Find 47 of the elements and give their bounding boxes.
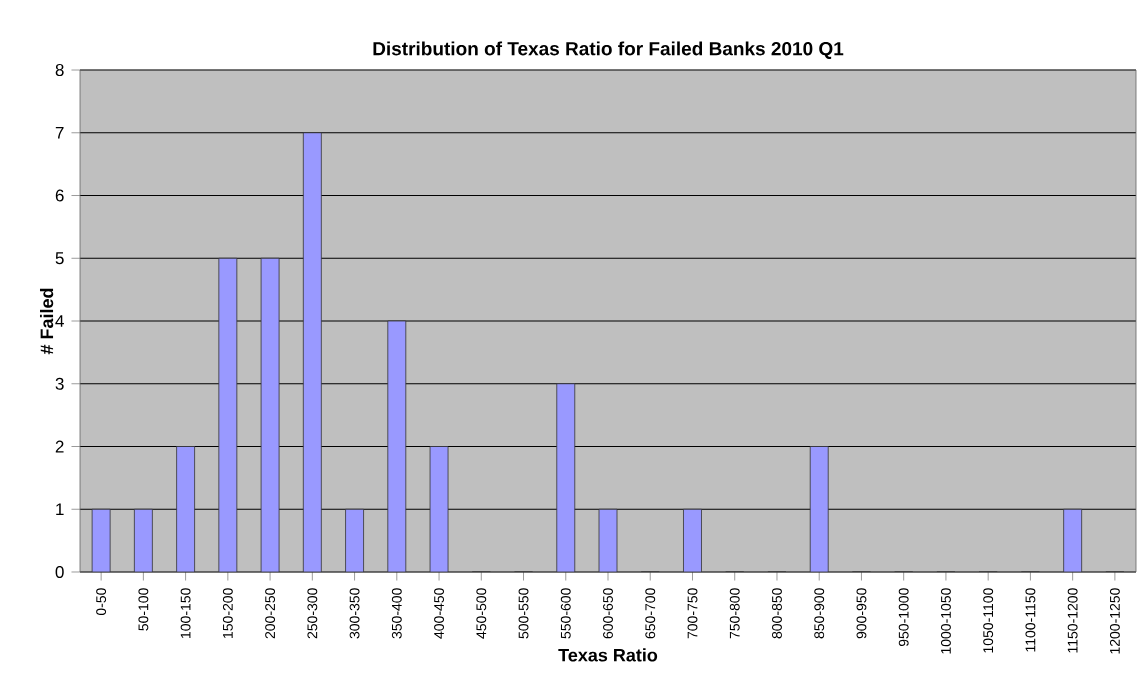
y-tick-label: 1	[56, 503, 64, 516]
x-tick-label: 1150-1200	[1067, 588, 1078, 653]
x-tick-label: 900-950	[856, 588, 867, 639]
x-tick-label: 0-50	[96, 588, 107, 616]
bar	[176, 446, 196, 572]
y-tick-label: 8	[55, 64, 64, 77]
x-tick-label: 50-100	[138, 588, 149, 631]
x-tick-label: 850-900	[814, 588, 825, 639]
y-tick-label: 4	[55, 315, 64, 327]
y-tick-label: 3	[55, 377, 64, 390]
x-tick-label: 1050-1100	[983, 588, 994, 653]
y-tick-label: 0	[55, 566, 64, 579]
x-axis-title: Texas Ratio	[558, 648, 658, 662]
x-tick-label: 350-400	[391, 588, 402, 639]
bar	[387, 320, 407, 572]
bar	[809, 446, 829, 572]
x-tick-label: 600-650	[603, 588, 613, 639]
x-tick-label: 800-850	[772, 588, 782, 639]
x-tick-label: 300-350	[349, 588, 360, 639]
x-tick-label: 450-500	[476, 588, 487, 639]
y-tick-label: 2	[55, 440, 64, 453]
x-tick-label: 500-550	[518, 588, 529, 639]
bar	[556, 383, 576, 572]
bar	[133, 508, 153, 572]
x-tick-label: 250-300	[307, 588, 318, 639]
bar	[218, 257, 238, 572]
bar	[683, 508, 702, 572]
y-axis-title: # Failed	[39, 288, 54, 355]
x-tick-label: 950-1000	[898, 588, 909, 647]
x-tick-label: 150-200	[222, 588, 233, 638]
bar	[302, 132, 322, 572]
y-tick-label: 7	[55, 126, 64, 139]
x-tick-label: 100-150	[180, 588, 191, 638]
x-tick-label: 550-600	[560, 588, 571, 639]
x-tick-label: 750-800	[729, 588, 740, 639]
chart-title: Distribution of Texas Ratio for Failed Banks 2010 Q1	[373, 41, 844, 59]
x-tick-label: 400-450	[434, 588, 444, 639]
x-tick-label: 650-700	[645, 588, 656, 639]
x-tick-label: 200-250	[265, 588, 276, 639]
x-tick-label: 1100-1150	[1025, 588, 1036, 652]
y-tick-label: 5	[55, 252, 64, 265]
bar	[1063, 508, 1083, 572]
bar	[345, 508, 364, 572]
x-tick-label: 700-750	[687, 588, 698, 639]
y-tick-label: 6	[55, 189, 64, 202]
x-tick-label: 1200-1250	[1109, 588, 1120, 654]
x-tick-label: 1000-1050	[940, 588, 951, 654]
